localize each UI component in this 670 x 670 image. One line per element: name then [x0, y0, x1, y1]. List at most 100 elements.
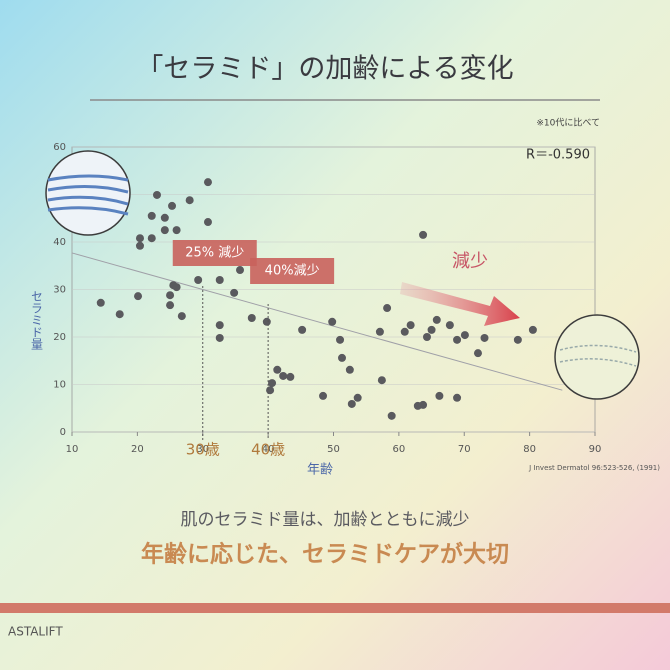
- point: [460, 331, 469, 340]
- note: ※10代に比べて: [536, 117, 600, 129]
- x-tick-label: 70: [458, 444, 471, 455]
- point: [387, 411, 396, 420]
- x-axis-label: 年齢: [307, 463, 333, 478]
- point: [328, 317, 337, 326]
- arrow-label: 減少: [452, 251, 488, 272]
- point: [203, 218, 212, 227]
- point: [298, 325, 307, 334]
- skin-young-illustration: [45, 150, 131, 236]
- point: [473, 349, 482, 358]
- point: [115, 310, 124, 319]
- x-tick-label: 10: [66, 444, 79, 455]
- point: [406, 321, 415, 330]
- point: [172, 226, 181, 235]
- point: [432, 315, 441, 324]
- skin-aged-illustration: [554, 314, 640, 400]
- trend-line: [71, 252, 563, 391]
- point: [419, 230, 428, 239]
- point: [166, 291, 175, 300]
- point: [203, 178, 212, 187]
- point: [400, 327, 409, 336]
- point: [177, 312, 186, 321]
- point: [194, 276, 203, 284]
- age-label: 40歳: [251, 441, 285, 459]
- y-tick-label: 20: [53, 332, 66, 343]
- point: [215, 276, 224, 284]
- point: [422, 333, 431, 341]
- point: [230, 288, 239, 297]
- point: [347, 399, 356, 408]
- point: [286, 372, 295, 381]
- plot: 010203040506010203040506070809025% 減少30歳…: [53, 142, 601, 459]
- title: 「セラミド」の加齢による変化: [136, 54, 513, 85]
- point: [345, 365, 354, 374]
- point: [168, 201, 177, 210]
- point: [435, 391, 444, 400]
- point: [152, 190, 161, 199]
- point: [513, 335, 522, 344]
- point: [337, 353, 346, 362]
- point: [160, 226, 169, 235]
- point: [375, 327, 384, 336]
- point: [247, 314, 256, 322]
- x-tick-label: 90: [589, 444, 602, 455]
- skin-layers: [559, 344, 637, 367]
- callout: 25% 減少: [185, 245, 244, 261]
- y-tick-label: 10: [53, 380, 66, 391]
- point: [262, 317, 271, 326]
- point: [268, 379, 277, 388]
- point: [134, 292, 143, 301]
- y-tick-label: 30: [53, 285, 66, 296]
- point: [185, 196, 194, 205]
- point: [147, 234, 156, 243]
- x-tick-label: 20: [131, 444, 144, 455]
- point: [215, 333, 224, 342]
- callout-box: [172, 240, 257, 266]
- point: [147, 211, 156, 220]
- correlation: R＝-0.590: [526, 148, 590, 163]
- point: [453, 335, 462, 344]
- y-axis-label: セラミド量: [30, 290, 44, 350]
- point: [383, 304, 392, 313]
- point: [453, 393, 462, 402]
- point: [319, 391, 328, 400]
- point: [336, 335, 345, 344]
- footer: ASTALIFT: [8, 625, 63, 639]
- x-tick-label: 40: [262, 444, 275, 455]
- point: [413, 401, 422, 410]
- point: [96, 298, 105, 307]
- age-label: 30歳: [186, 441, 220, 459]
- point: [377, 376, 386, 385]
- point: [215, 321, 224, 330]
- skin-layers: [47, 174, 129, 216]
- callout: 40%減少: [265, 263, 320, 279]
- point: [266, 386, 275, 395]
- y-tick-label: 40: [53, 237, 66, 248]
- point: [273, 365, 282, 374]
- caption: 肌のセラミド量は、加齢とともに減少: [181, 510, 470, 530]
- source: J Invest Dermatol 96:523-526, (1991): [528, 464, 660, 472]
- point: [236, 266, 245, 275]
- callout-box: [250, 258, 335, 284]
- x-tick-label: 50: [327, 444, 340, 455]
- point: [135, 241, 144, 250]
- point: [353, 393, 362, 402]
- y-tick-label: 0: [60, 427, 66, 438]
- x-tick-label: 80: [523, 444, 536, 455]
- point: [135, 234, 144, 243]
- x-tick-label: 60: [393, 444, 406, 455]
- point: [445, 321, 454, 330]
- footer-band: [0, 603, 670, 613]
- point: [480, 333, 489, 342]
- point: [528, 325, 537, 334]
- x-tick-label: 30: [196, 444, 209, 455]
- point: [160, 213, 169, 222]
- point: [427, 325, 436, 334]
- point: [279, 371, 288, 380]
- y-tick-label: 60: [53, 142, 66, 153]
- headline: 年齢に応じた、セラミドケアが大切: [141, 541, 509, 568]
- point: [172, 283, 181, 292]
- point: [166, 301, 175, 310]
